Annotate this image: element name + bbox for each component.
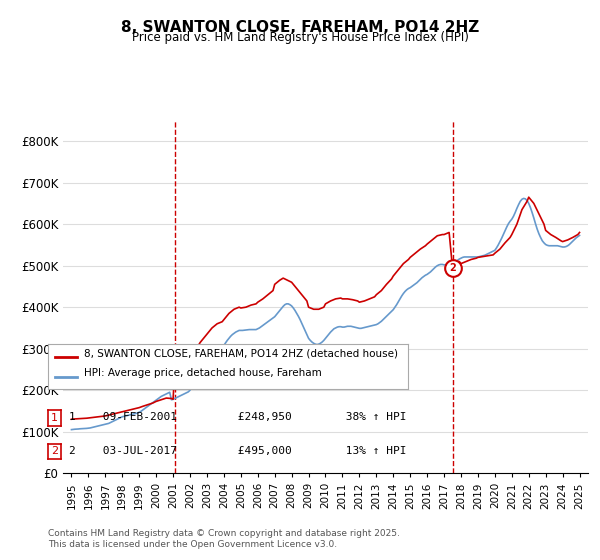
Text: Contains HM Land Registry data © Crown copyright and database right 2025.
This d: Contains HM Land Registry data © Crown c… [48,529,400,549]
Text: 8, SWANTON CLOSE, FAREHAM, PO14 2HZ: 8, SWANTON CLOSE, FAREHAM, PO14 2HZ [121,20,479,35]
Text: HPI: Average price, detached house, Fareham: HPI: Average price, detached house, Fare… [84,368,322,379]
Text: 1    09-FEB-2001         £248,950        38% ↑ HPI: 1 09-FEB-2001 £248,950 38% ↑ HPI [69,412,407,422]
Text: Price paid vs. HM Land Registry's House Price Index (HPI): Price paid vs. HM Land Registry's House … [131,31,469,44]
Text: 1: 1 [51,413,58,423]
Text: 2: 2 [449,263,456,273]
Text: 2: 2 [51,446,58,456]
Text: 8, SWANTON CLOSE, FAREHAM, PO14 2HZ (detached house): 8, SWANTON CLOSE, FAREHAM, PO14 2HZ (det… [84,349,398,359]
Text: 1: 1 [172,365,178,375]
Text: 2    03-JUL-2017         £495,000        13% ↑ HPI: 2 03-JUL-2017 £495,000 13% ↑ HPI [69,446,407,456]
